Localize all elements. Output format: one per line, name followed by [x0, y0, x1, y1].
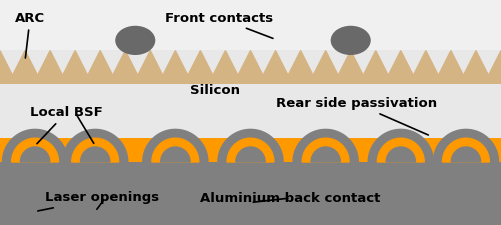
Polygon shape — [218, 129, 283, 162]
Bar — [0, 75, 501, 84]
Polygon shape — [227, 138, 274, 162]
Polygon shape — [0, 51, 501, 75]
Polygon shape — [451, 147, 480, 162]
Bar — [0, 162, 501, 225]
Polygon shape — [143, 129, 208, 162]
Polygon shape — [377, 138, 424, 162]
Polygon shape — [12, 138, 59, 162]
Polygon shape — [21, 147, 50, 162]
Text: ARC: ARC — [15, 11, 45, 58]
Polygon shape — [311, 147, 340, 162]
Polygon shape — [442, 138, 489, 162]
Polygon shape — [63, 129, 128, 162]
Bar — [0, 138, 501, 162]
Polygon shape — [81, 147, 110, 162]
Polygon shape — [433, 129, 498, 162]
Polygon shape — [386, 147, 415, 162]
Polygon shape — [236, 147, 265, 162]
Text: Aluminium back contact: Aluminium back contact — [200, 191, 381, 205]
Polygon shape — [3, 129, 68, 162]
Polygon shape — [302, 138, 349, 162]
Polygon shape — [161, 147, 190, 162]
Text: Silicon: Silicon — [190, 83, 240, 97]
Polygon shape — [293, 129, 358, 162]
Text: Local BSF: Local BSF — [30, 106, 103, 144]
Polygon shape — [368, 129, 433, 162]
Polygon shape — [72, 138, 119, 162]
Bar — [0, 50, 501, 162]
Ellipse shape — [331, 26, 371, 55]
Polygon shape — [152, 138, 199, 162]
Text: Laser openings: Laser openings — [38, 191, 159, 211]
Text: Rear side passivation: Rear side passivation — [276, 97, 437, 135]
Text: Front contacts: Front contacts — [165, 11, 274, 38]
Ellipse shape — [115, 26, 155, 55]
